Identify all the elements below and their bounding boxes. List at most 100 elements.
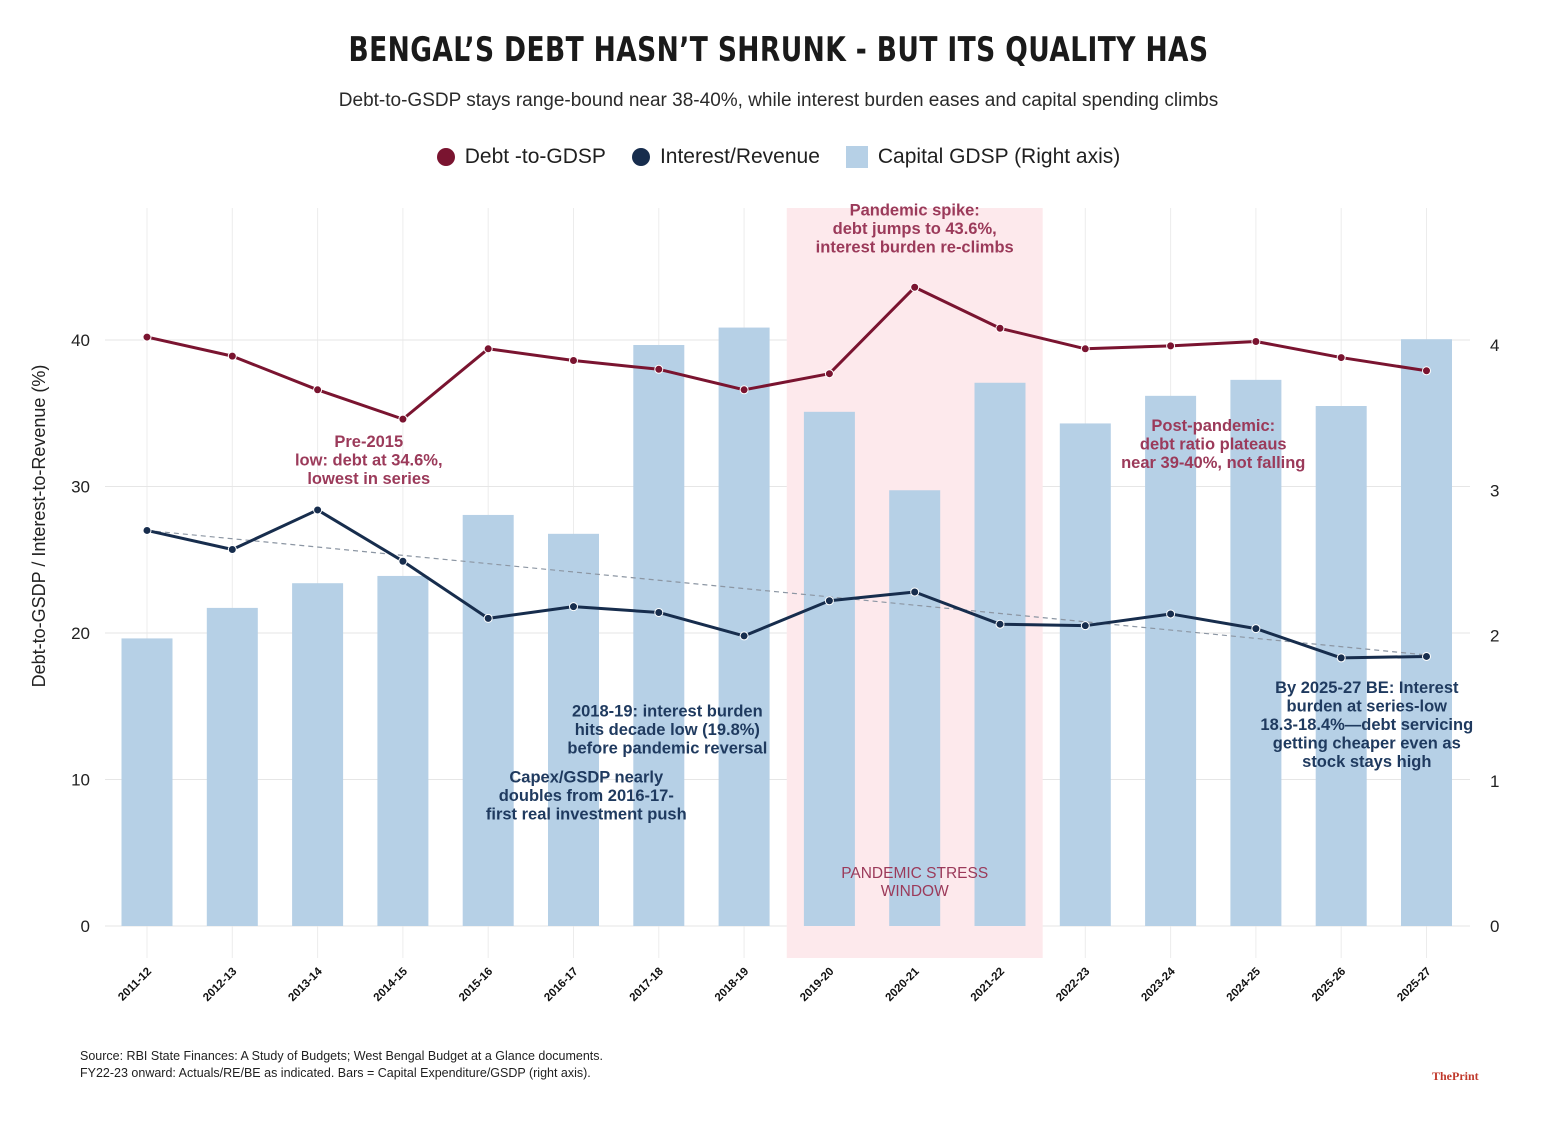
debt-point xyxy=(1422,366,1431,376)
debt-point xyxy=(569,356,578,366)
interest-point xyxy=(910,587,920,597)
y-tick-label: 0 xyxy=(81,917,90,936)
annotation-text: doubles from 2016-17- xyxy=(499,787,674,805)
legend-item-debt[interactable]: Debt -to-GDSP xyxy=(436,145,606,169)
interest-point xyxy=(1336,653,1346,663)
debt-point xyxy=(227,351,237,361)
interest-point xyxy=(569,602,578,612)
legend-label-debt: Debt -to-GDSP xyxy=(464,145,606,168)
chart-legend: Debt -to-GDSP Interest/Revenue Capital G… xyxy=(0,145,1557,169)
annotation-text: stock stays high xyxy=(1302,753,1431,771)
interest-point xyxy=(398,556,408,566)
annotation-text: first real investment push xyxy=(486,805,687,823)
y-axis-title: Debt-to-GSDP / Interest-to-Revenue (%) xyxy=(29,365,49,688)
y2-tick-label: 1 xyxy=(1490,772,1499,791)
pandemic-label: PANDEMIC STRESS xyxy=(841,865,988,882)
y-tick-label: 20 xyxy=(71,624,90,643)
capex-bar xyxy=(1230,379,1282,926)
capex-bar xyxy=(1059,423,1111,926)
capex-bar xyxy=(292,583,344,926)
annotation-text: 18.3-18.4%—debt servicing xyxy=(1260,716,1473,734)
interest-point xyxy=(824,596,834,606)
capex-bar xyxy=(377,575,429,926)
interest-point xyxy=(995,619,1005,629)
interest-point xyxy=(739,631,749,641)
interest-point xyxy=(142,525,152,535)
capex-bar xyxy=(548,533,599,926)
x-tick-label: 2013-14 xyxy=(286,965,325,1004)
source-line-2: FY22-23 onward: Actuals/RE/BE as indicat… xyxy=(80,1066,591,1080)
annotation-text: interest burden re-climbs xyxy=(816,238,1014,256)
x-tick-label: 2022-23 xyxy=(1054,966,1092,1004)
capex-bar xyxy=(462,514,514,926)
interest-point xyxy=(1251,624,1261,634)
debt-point xyxy=(654,364,664,374)
legend-label-interest: Interest/Revenue xyxy=(659,145,820,168)
brand-logo: ThePrint xyxy=(1432,1069,1479,1083)
debt-point xyxy=(1251,336,1261,346)
debt-point xyxy=(142,332,152,342)
capex-bar xyxy=(1315,406,1367,926)
pandemic-label: WINDOW xyxy=(881,883,949,900)
source-line-1: Source: RBI State Finances: A Study of B… xyxy=(80,1049,603,1063)
page-title: BENGAL’S DEBT HASN’T SHRUNK - BUT ITS QU… xyxy=(348,30,1209,70)
y-tick-label: 40 xyxy=(71,331,90,350)
debt-point xyxy=(1080,344,1090,354)
capex-bar xyxy=(974,382,1026,926)
capex-bar xyxy=(889,490,941,926)
debt-point xyxy=(1336,353,1346,363)
debt-point xyxy=(398,414,408,424)
debt-point xyxy=(995,323,1005,333)
x-tick-label: 2025-27 xyxy=(1395,966,1433,1004)
annotation-text: near 39-40%, not falling xyxy=(1121,454,1305,472)
x-tick-label: 2023-24 xyxy=(1139,965,1178,1004)
capex-bar xyxy=(121,638,173,926)
annotation-text: burden at series-low xyxy=(1287,698,1448,716)
x-tick-label: 2019-20 xyxy=(798,966,836,1004)
page-subtitle: Debt-to-GSDP stays range-bound near 38-4… xyxy=(338,90,1219,111)
interest-point xyxy=(1080,621,1090,631)
annotation-text: low: debt at 34.6%, xyxy=(295,451,443,469)
x-tick-label: 2021-22 xyxy=(969,966,1007,1004)
annotation-text: Pandemic spike: xyxy=(850,201,980,219)
annotation-text: Pre-2015 xyxy=(334,433,403,451)
x-tick-label: 2017-18 xyxy=(628,965,667,1004)
legend-item-interest[interactable]: Interest/Revenue xyxy=(631,145,820,169)
annotation-text: debt ratio plateaus xyxy=(1140,435,1287,453)
x-tick-label: 2011-12 xyxy=(116,966,154,1004)
interest-line xyxy=(146,508,1427,660)
annotation-text: Capex/GSDP nearly xyxy=(509,768,664,786)
debt-point xyxy=(739,385,749,395)
debt-point xyxy=(910,282,920,292)
annotation-text: Post-pandemic: xyxy=(1151,417,1275,435)
x-tick-label: 2016-17 xyxy=(542,966,580,1004)
interest-trendline xyxy=(146,529,1427,656)
y-tick-label: 10 xyxy=(71,771,90,790)
x-tick-label: 2024-25 xyxy=(1225,965,1264,1004)
capex-bar xyxy=(206,607,258,926)
annotation-text: getting cheaper even as xyxy=(1273,735,1461,753)
interest-point xyxy=(483,613,493,623)
y2-tick-label: 2 xyxy=(1490,627,1499,646)
debt-point xyxy=(1166,341,1176,351)
legend-label-capex: Capital GDSP (Right axis) xyxy=(877,145,1121,168)
source-note: Source: RBI State Finances: A Study of B… xyxy=(80,1048,603,1082)
interest-point xyxy=(313,505,323,515)
debt-point xyxy=(313,385,323,395)
x-tick-label: 2012-13 xyxy=(201,966,239,1004)
legend-item-capex[interactable]: Capital GDSP (Right axis) xyxy=(845,145,1121,169)
annotation-text: lowest in series xyxy=(307,470,430,488)
capex-bar xyxy=(1401,339,1452,926)
legend-swatch-debt xyxy=(436,148,455,166)
debt-point xyxy=(483,344,493,354)
legend-swatch-capex xyxy=(845,146,868,168)
x-tick-label: 2025-26 xyxy=(1310,966,1348,1004)
debt-line xyxy=(146,285,1427,421)
interest-point xyxy=(1422,651,1431,661)
capex-bar xyxy=(803,411,855,926)
annotation-text: hits decade low (19.8%) xyxy=(575,721,760,739)
interest-point xyxy=(1166,609,1176,619)
legend-swatch-interest xyxy=(631,148,650,166)
x-tick-label: 2018-19 xyxy=(713,966,751,1004)
